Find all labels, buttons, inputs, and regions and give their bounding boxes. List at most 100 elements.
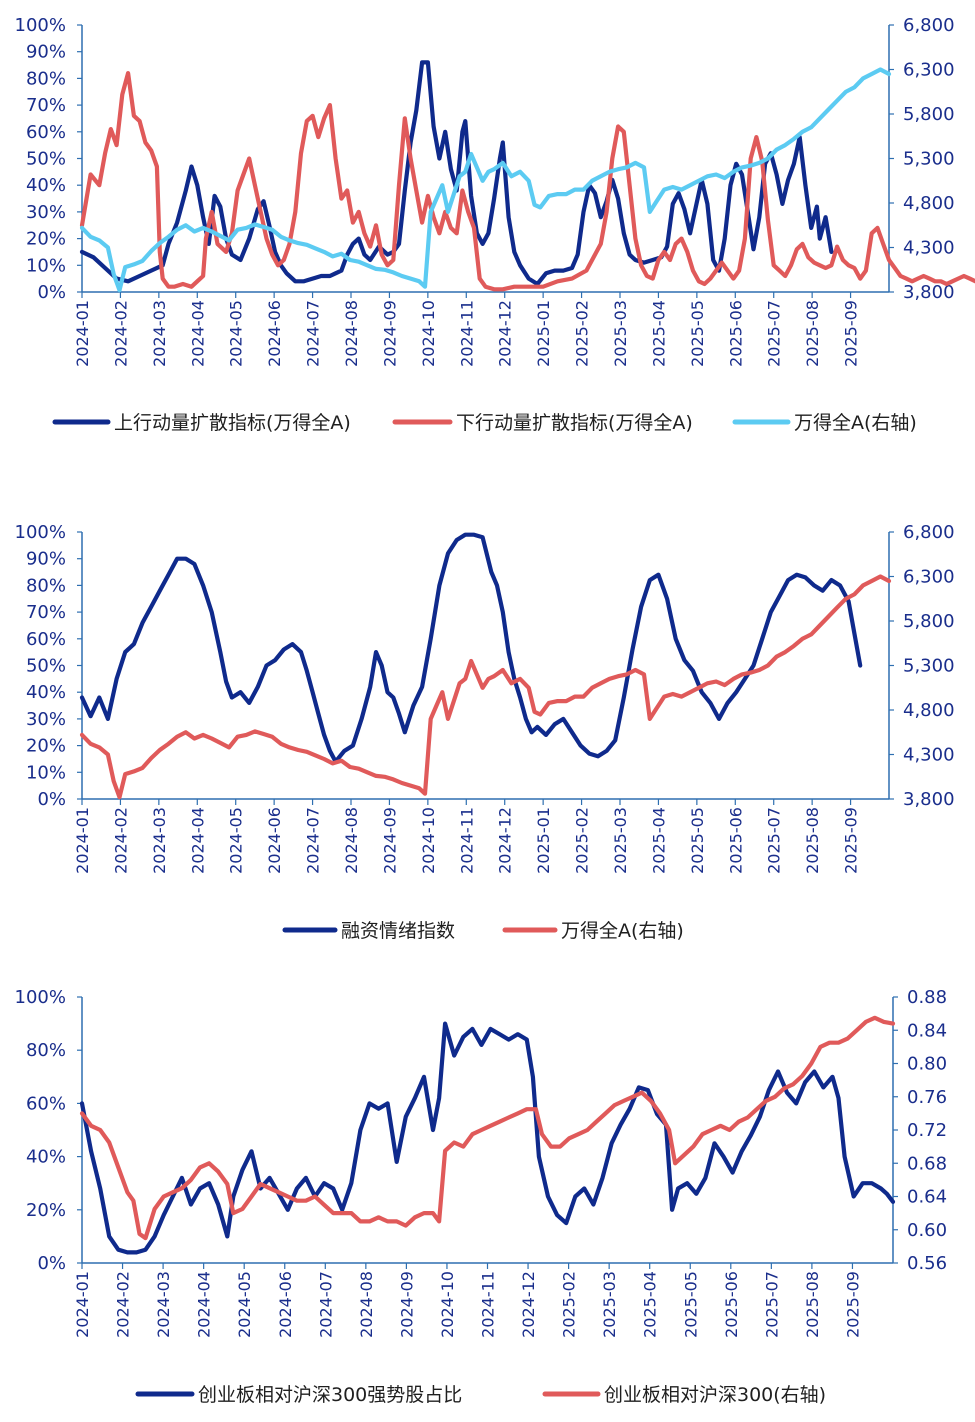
left-y-tick-label: 20%: [26, 229, 66, 250]
x-tick-label: 2024-09: [397, 1271, 416, 1338]
x-tick-label: 2025-09: [843, 1271, 862, 1338]
x-tick-label: 2025-03: [611, 300, 630, 367]
left-y-tick-label: 100%: [15, 15, 66, 36]
right-y-tick-label: 0.80: [907, 1054, 947, 1075]
left-y-tick-label: 30%: [26, 709, 66, 730]
x-tick-label: 2024-12: [519, 1271, 538, 1338]
x-tick-label: 2024-07: [304, 300, 323, 367]
x-tick-label: 2025-03: [611, 807, 630, 874]
x-tick-label: 2024-11: [479, 1271, 498, 1338]
x-tick-label: 2025-04: [649, 300, 668, 367]
series-line-2: [79, 71, 975, 292]
x-tick-label: 2024-11: [457, 300, 476, 367]
right-y-tick-label: 3,800: [903, 282, 955, 303]
x-tick-label: 2025-08: [803, 1271, 822, 1338]
x-tick-label: 2025-01: [534, 807, 553, 874]
legend-label-2: 下行动量扩散指标(万得全A): [456, 412, 693, 434]
legend-label-3: 万得全A(右轴): [794, 412, 917, 434]
x-tick-label: 2024-06: [276, 1271, 295, 1338]
x-tick-label: 2024-06: [265, 807, 284, 874]
x-tick-label: 2024-05: [235, 1271, 254, 1338]
x-tick-label: 2024-12: [496, 807, 515, 874]
x-tick-label: 2024-09: [380, 807, 399, 874]
right-y-tick-label: 0.72: [907, 1120, 947, 1141]
x-tick-label: 2025-08: [803, 300, 822, 367]
left-y-tick-label: 50%: [26, 656, 66, 677]
x-tick-label: 2024-03: [150, 300, 169, 367]
x-tick-label: 2025-03: [600, 1271, 619, 1338]
x-tick-label: 2024-07: [304, 807, 323, 874]
left-y-tick-label: 0%: [37, 789, 66, 810]
x-tick-label: 2024-08: [357, 1271, 376, 1338]
x-tick-label: 2024-07: [316, 1271, 335, 1338]
x-tick-label: 2024-10: [419, 807, 438, 874]
x-tick-label: 2025-06: [726, 300, 745, 367]
left-y-tick-label: 10%: [26, 762, 66, 783]
x-tick-label: 2024-12: [496, 300, 515, 367]
legend-label-1: 融资情绪指数: [341, 920, 455, 942]
x-tick-label: 2024-04: [188, 300, 207, 367]
right-y-tick-label: 5,800: [903, 611, 955, 632]
x-tick-label: 2024-02: [114, 1271, 133, 1338]
left-y-tick-label: 40%: [26, 175, 66, 196]
right-y-tick-label: 0.60: [907, 1220, 947, 1241]
x-tick-label: 2025-09: [842, 807, 861, 874]
left-y-tick-label: 100%: [15, 987, 66, 1008]
left-y-tick-label: 50%: [26, 149, 66, 170]
right-y-tick-label: 4,800: [903, 193, 955, 214]
left-y-tick-label: 30%: [26, 202, 66, 223]
x-tick-label: 2024-04: [188, 807, 207, 874]
x-tick-label: 2025-05: [688, 300, 707, 367]
left-y-tick-label: 0%: [37, 1253, 66, 1274]
series-line-1: [79, 60, 834, 287]
x-tick-label: 2025-07: [762, 1271, 781, 1338]
right-y-tick-label: 0.64: [907, 1187, 947, 1208]
right-y-tick-label: 6,300: [903, 60, 955, 81]
chart-3: 0% 20% 40% 60% 80% 100% 0.56 0.60 0.64 0.68 0.72 0.…: [15, 987, 948, 1406]
x-tick-label: 2025-05: [688, 807, 707, 874]
right-y-tick-label: 6,300: [903, 567, 955, 588]
series-line-1: [79, 532, 863, 764]
left-y-tick-label: 80%: [26, 575, 66, 596]
right-y-tick-label: 6,800: [903, 15, 955, 36]
series-line-2: [79, 574, 892, 800]
left-y-tick-label: 100%: [15, 522, 66, 543]
x-tick-label: 2025-06: [726, 807, 745, 874]
left-y-tick-label: 80%: [26, 68, 66, 89]
x-tick-label: 2024-05: [227, 300, 246, 367]
series-line-2: [79, 1015, 896, 1241]
left-y-tick-label: 90%: [26, 42, 66, 63]
x-tick-label: 2024-06: [265, 300, 284, 367]
left-y-tick-label: 20%: [26, 1200, 66, 1221]
x-tick-label: 2024-01: [73, 807, 92, 874]
right-y-tick-label: 4,300: [903, 238, 955, 259]
x-tick-label: 2025-07: [765, 300, 784, 367]
left-y-tick-label: 90%: [26, 549, 66, 570]
x-tick-label: 2025-09: [842, 300, 861, 367]
right-y-tick-label: 4,800: [903, 700, 955, 721]
left-y-tick-label: 70%: [26, 602, 66, 623]
left-y-tick-label: 0%: [37, 282, 66, 303]
right-y-tick-label: 4,300: [903, 745, 955, 766]
left-y-tick-label: 60%: [26, 122, 66, 143]
series-line-3: [79, 67, 892, 293]
right-y-tick-label: 0.68: [907, 1153, 947, 1174]
x-tick-label: 2025-04: [649, 807, 668, 874]
x-tick-label: 2025-02: [573, 807, 592, 874]
x-tick-label: 2024-10: [438, 1271, 457, 1338]
x-tick-label: 2025-07: [765, 807, 784, 874]
x-tick-label: 2025-04: [641, 1271, 660, 1338]
series-line-1: [79, 1021, 896, 1255]
left-y-tick-label: 20%: [26, 736, 66, 757]
x-tick-label: 2024-09: [380, 300, 399, 367]
x-tick-label: 2024-05: [227, 807, 246, 874]
chart-2: 0% 10% 20% 30% 40% 50% 60% 70% 80% 90% 100% 3,800 4,…: [15, 522, 955, 942]
right-y-tick-label: 6,800: [903, 522, 955, 543]
right-y-tick-label: 0.88: [907, 987, 947, 1008]
chart-1: 0% 10% 20% 30% 40% 50% 60% 70% 80% 90% 100% 3,800 4,…: [15, 15, 975, 434]
legend-label-2: 万得全A(右轴): [561, 920, 684, 942]
x-tick-label: 2025-08: [803, 807, 822, 874]
x-tick-label: 2024-11: [457, 807, 476, 874]
right-y-tick-label: 5,800: [903, 104, 955, 125]
